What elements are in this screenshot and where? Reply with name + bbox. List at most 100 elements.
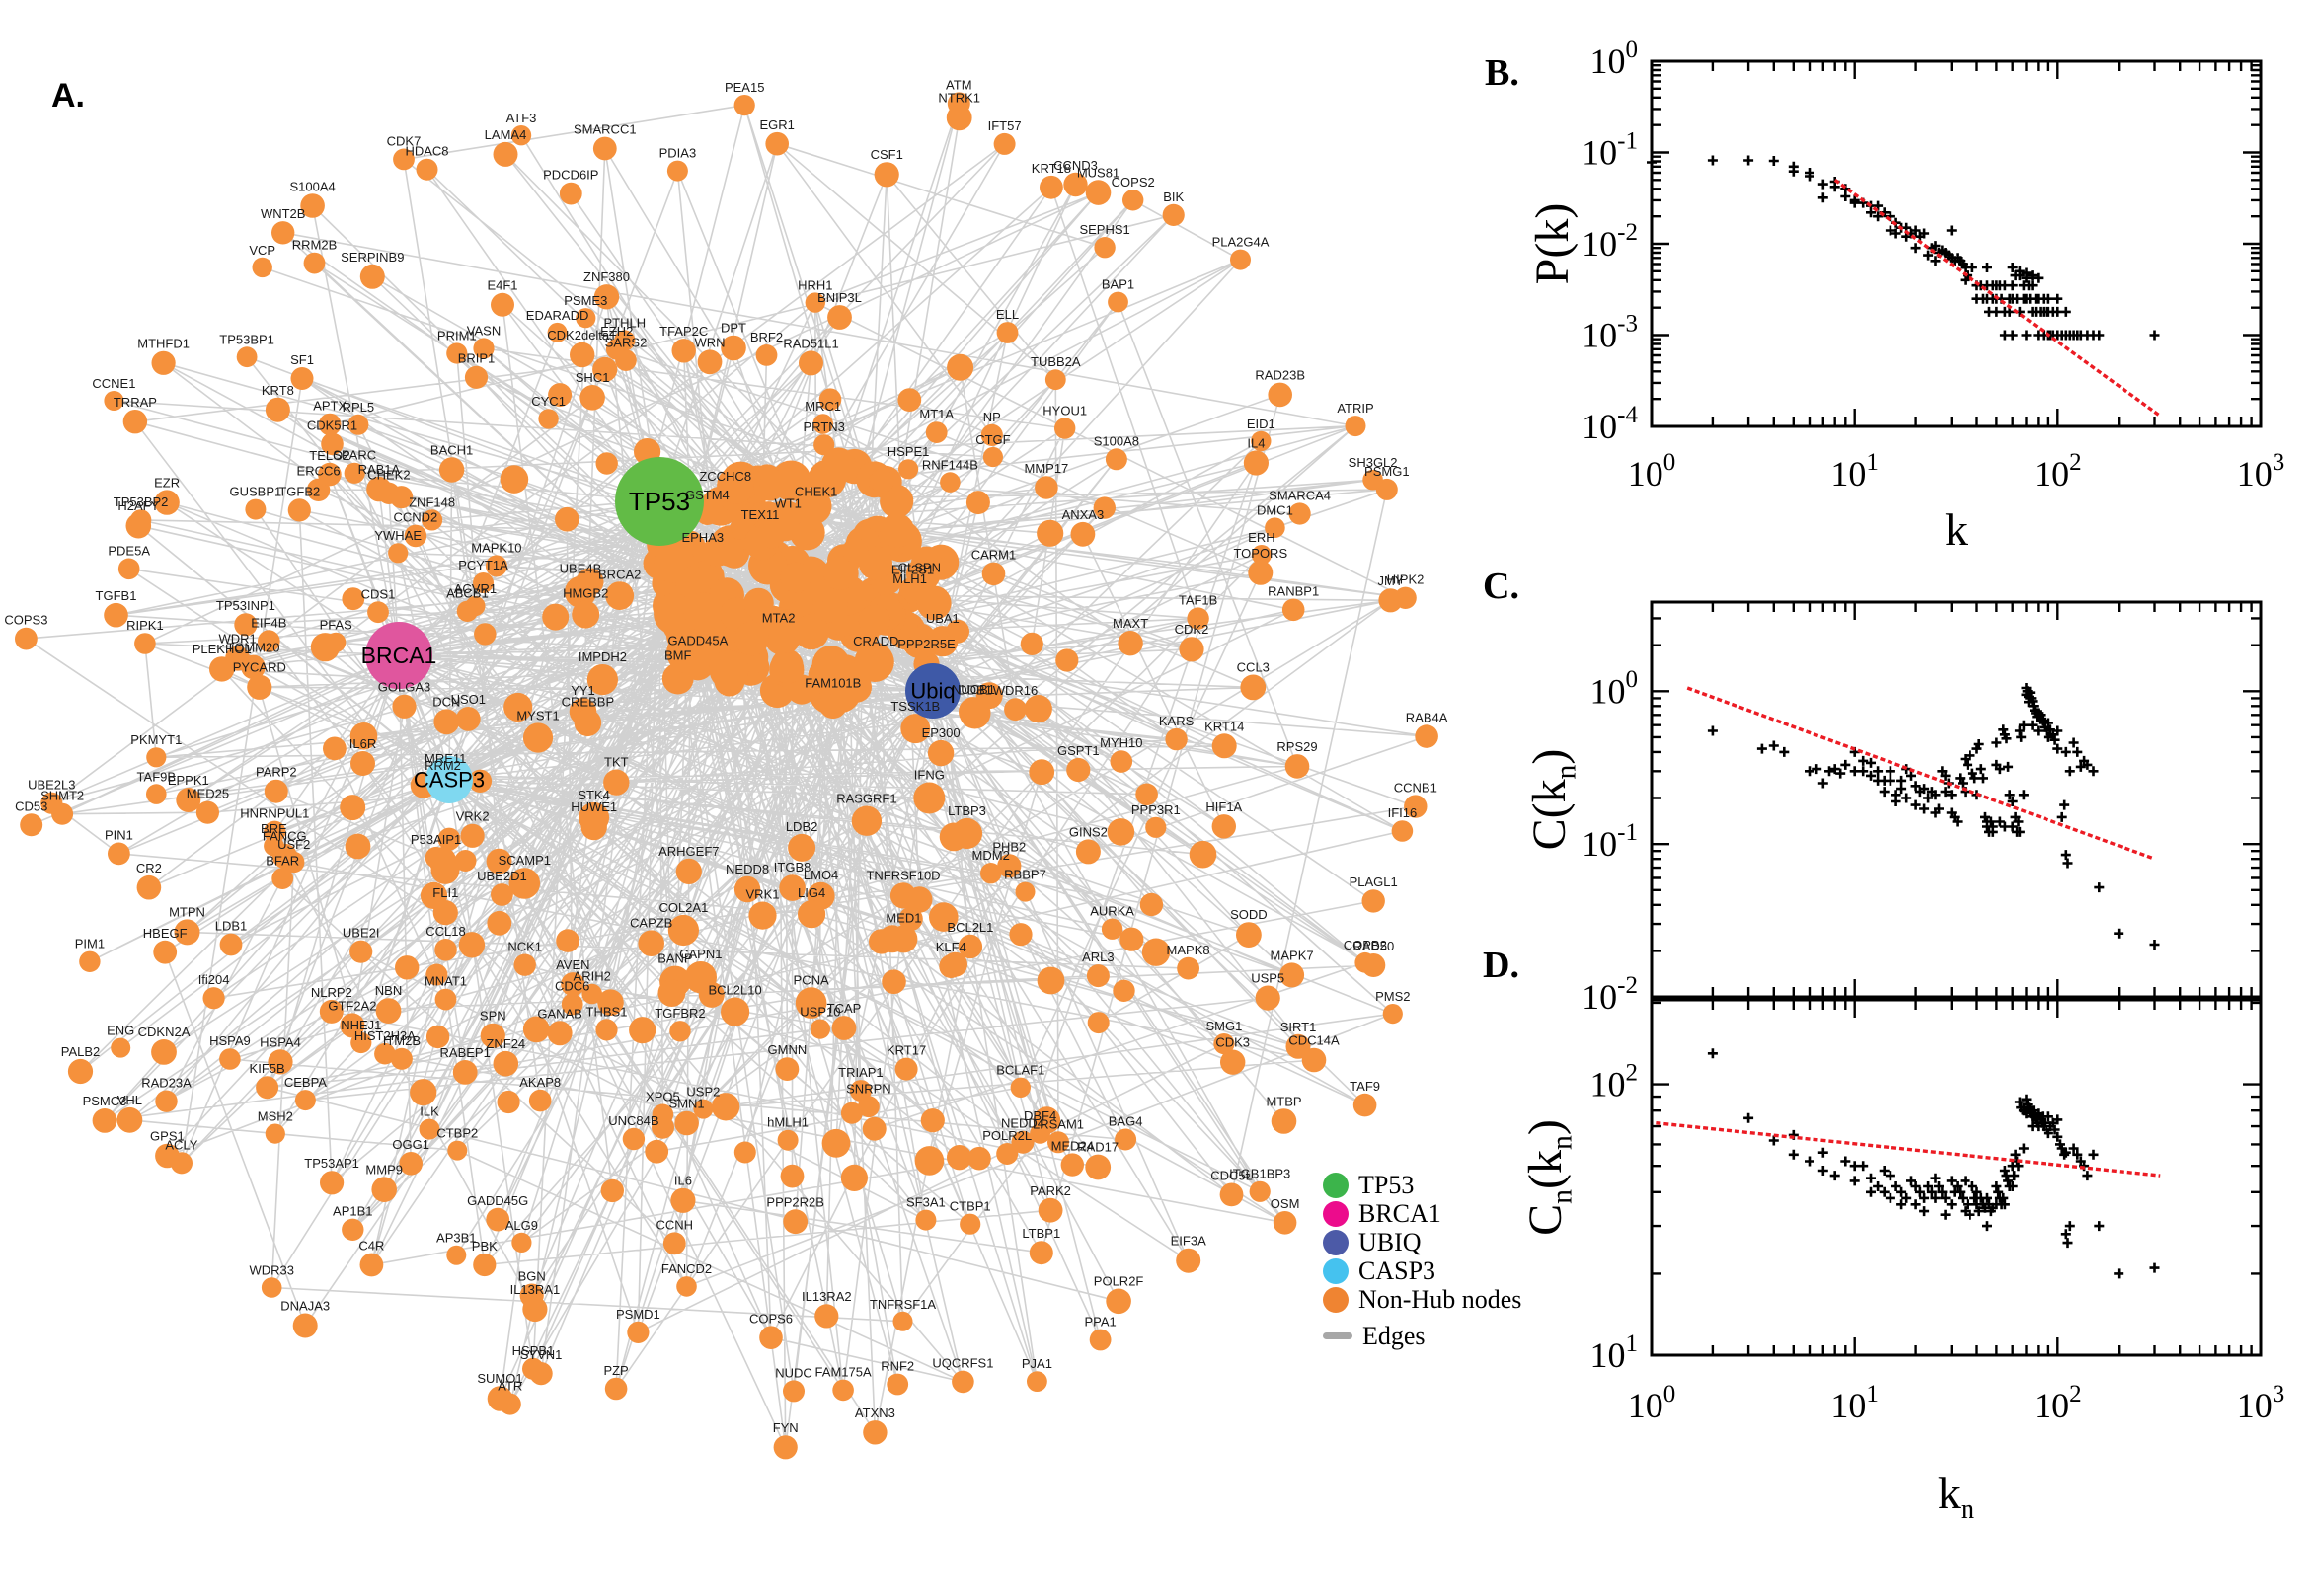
- network-node: [522, 1016, 550, 1043]
- network-node-label: CCNB1: [1394, 781, 1437, 796]
- network-node: [474, 623, 497, 646]
- network-node-label: FAM101B: [805, 676, 861, 691]
- network-node: [783, 1380, 805, 1403]
- network-node: [256, 1076, 279, 1100]
- network-node-label: TP53AP1: [304, 1156, 359, 1171]
- network-node-label: BFAR: [266, 853, 299, 868]
- network-node-label: CD53: [15, 798, 47, 813]
- network-node: [1362, 469, 1383, 491]
- network-node: [980, 423, 1003, 446]
- network-node: [1101, 918, 1123, 940]
- network-node: [1009, 923, 1033, 947]
- network-node: [265, 1123, 285, 1144]
- network-node-label: CLSPN: [898, 561, 941, 575]
- network-node-label: ZCCHC8: [699, 469, 751, 484]
- network-node: [586, 664, 619, 696]
- y-axis-title: C(kn​): [1523, 749, 1583, 851]
- network-node-label: NUCB1: [952, 682, 995, 697]
- network-node: [858, 604, 890, 637]
- network-node-label: PJA1: [1022, 1356, 1052, 1371]
- network-node: [104, 602, 128, 628]
- network-node: [547, 1021, 573, 1046]
- network-node-label: MTHFD1: [137, 337, 190, 351]
- charts-panel: 100 10-1 10-2 10-3 10-4 100 101 102 103 k P(k) 100 1…: [1519, 0, 2316, 1591]
- network-node-label: MAPK10: [471, 540, 521, 555]
- svg-text:10-3: 10-3: [1582, 310, 1638, 354]
- network-node: [1211, 814, 1237, 839]
- network-node: [1029, 759, 1055, 786]
- network-node-label: MED1: [886, 910, 921, 925]
- network-labels-layer: TCAP Ifi204 TP53INP1 PRIM1 NHEJ1 H2AFY SMG1 P53…: [4, 77, 1447, 1435]
- network-node: [349, 722, 378, 750]
- network-node-label: hMLH1: [767, 1115, 809, 1130]
- network-node: [1089, 1329, 1112, 1351]
- network-node-label: UBE2D1: [477, 869, 527, 883]
- network-node-label: POLR2F: [1094, 1273, 1144, 1288]
- network-node: [15, 627, 38, 650]
- network-node-label: EDARADD: [526, 308, 589, 323]
- network-node-label: VRK2: [456, 809, 490, 824]
- network-node-label: TKT: [604, 755, 629, 770]
- legend-label: CASP3: [1358, 1255, 1436, 1285]
- network-node: [892, 1311, 913, 1331]
- network-node-label: SARS2: [605, 335, 648, 349]
- network-node-label: VRK1: [746, 887, 780, 902]
- network-node: [556, 929, 579, 952]
- network-node: [561, 993, 583, 1016]
- network-node-label: MDM2: [972, 848, 1010, 863]
- network-node: [887, 1373, 909, 1396]
- network-node-label: MUS81: [1077, 165, 1119, 180]
- network-node: [604, 1377, 628, 1401]
- network-node-label: HIF1A: [1205, 799, 1242, 814]
- network-node: [151, 350, 176, 375]
- fit-line: [1686, 686, 2156, 861]
- network-node: [1106, 1288, 1131, 1315]
- network-node: [292, 1313, 318, 1338]
- network-node: [547, 322, 568, 342]
- network-node: [667, 914, 700, 947]
- network-node-label: MMP17: [1025, 461, 1069, 476]
- network-node: [915, 1209, 937, 1231]
- network-node: [576, 568, 604, 596]
- network-node: [627, 1321, 650, 1343]
- network-node: [996, 322, 1019, 343]
- network-node: [390, 1047, 413, 1070]
- network-node: [245, 498, 267, 520]
- network-node: [425, 963, 448, 986]
- network-node-label: WRN: [694, 335, 725, 349]
- network-node-label: S100A8: [1094, 433, 1139, 448]
- network-node: [92, 1108, 117, 1133]
- legend-node-swatch-icon: [1323, 1286, 1349, 1313]
- network-node: [652, 1115, 674, 1139]
- svg-text:10-1: 10-1: [1582, 819, 1638, 864]
- axis-ticks: [1650, 602, 2263, 999]
- network-node-label: CAPN1: [679, 947, 722, 961]
- legend-item-casp3: CASP3: [1323, 1256, 1550, 1285]
- network-node-label: NCK1: [507, 940, 542, 954]
- network-node-label: ACVR1: [454, 581, 497, 596]
- network-node-label: SMN1: [669, 1097, 705, 1111]
- network-node-label: CTBP1: [950, 1199, 991, 1214]
- network-node: [743, 587, 774, 619]
- network-node-label: EPHA3: [681, 530, 724, 545]
- network-node: [1268, 382, 1292, 408]
- network-node-label: CAPZB: [630, 915, 672, 930]
- network-node-label: RIPK1: [126, 618, 164, 633]
- network-node: [486, 848, 512, 874]
- panel-a-label: A.: [51, 77, 85, 114]
- network-node: [676, 643, 711, 677]
- network-node-label: IL6: [674, 1174, 692, 1188]
- network-node-label: BACH1: [430, 442, 473, 457]
- network-node: [347, 414, 369, 435]
- network-node: [595, 1019, 618, 1041]
- network-node-label: CARM1: [971, 548, 1017, 563]
- network-node-label: DDB1: [958, 683, 992, 698]
- network-node: [261, 1277, 282, 1298]
- network-node: [464, 365, 489, 389]
- network-node-label: COPB2: [1344, 938, 1387, 952]
- network-node: [721, 335, 746, 361]
- network-node: [1141, 938, 1171, 966]
- network-nodes-layer: [15, 92, 1438, 1460]
- network-node-label: MTPN: [169, 904, 205, 919]
